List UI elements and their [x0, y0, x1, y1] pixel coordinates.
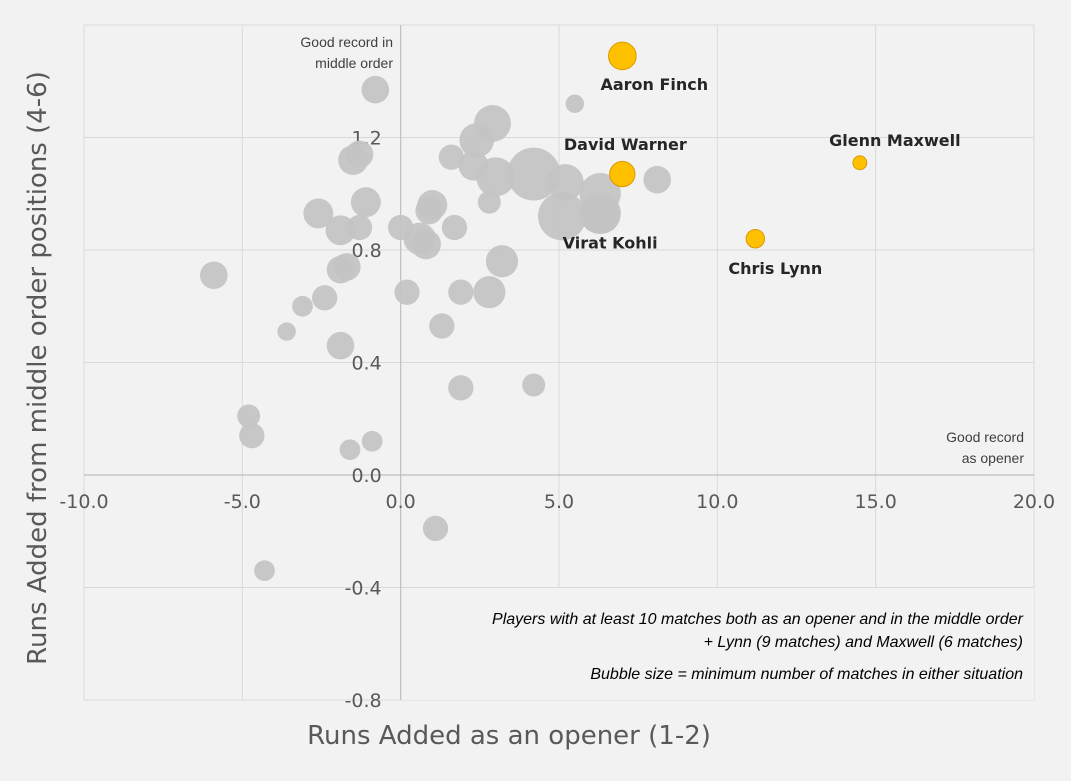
y-tick-label: 0.8 [351, 240, 381, 262]
x-tick-label: 20.0 [1013, 491, 1055, 513]
data-point [411, 229, 441, 260]
highlight-point [852, 155, 868, 171]
data-point [546, 164, 584, 201]
data-point [565, 94, 585, 113]
data-point [200, 261, 228, 290]
highlight-point [579, 192, 621, 235]
data-point [277, 322, 296, 341]
corner-note-bottom-right-line2: as opener [962, 450, 1025, 466]
data-point [448, 375, 474, 401]
data-point [643, 165, 671, 194]
data-point [338, 145, 369, 175]
note-line-3: Bubble size = minimum number of matches … [590, 666, 1023, 683]
data-point [254, 560, 275, 581]
note-line-1: Players with at least 10 matches both as… [492, 611, 1024, 628]
data-point [522, 373, 546, 397]
data-point [415, 196, 443, 225]
x-tick-label: 5.0 [544, 491, 574, 513]
data-point [361, 75, 390, 104]
data-point [325, 215, 356, 246]
tick-labels: -10.0 -5.0 0.0 5.0 10.0 15.0 20.0 -0.8 -0.4 0.0 0.… [59, 128, 1055, 713]
data-point [459, 123, 494, 158]
highlighted-points [579, 41, 868, 249]
data-point [292, 295, 313, 317]
data-point [507, 147, 561, 201]
highlight-label: Virat Kohli [563, 233, 658, 252]
highlight-label: Chris Lynn [728, 259, 822, 278]
highlight-labels: Aaron Finch David Warner Glenn Maxwell Chri… [563, 75, 961, 278]
x-axis-title: Runs Added as an opener (1-2) [307, 721, 711, 751]
data-point [438, 144, 464, 170]
data-points [200, 75, 671, 581]
corner-note-top-left: Good record in middle order [300, 34, 393, 71]
data-point [448, 279, 474, 305]
data-point [477, 190, 501, 214]
data-point [422, 515, 449, 542]
y-tick-label: 0.0 [351, 465, 381, 487]
data-point [538, 192, 587, 241]
highlight-label: Glenn Maxwell [829, 131, 960, 150]
data-point [237, 404, 261, 428]
y-tick-label: 0.4 [351, 353, 381, 375]
data-point [441, 214, 468, 241]
corner-note-top-left-line1: Good record in [300, 34, 393, 50]
highlight-point [745, 229, 766, 249]
data-point [485, 245, 519, 278]
data-point [303, 198, 334, 229]
x-tick-label: -5.0 [224, 491, 261, 513]
x-tick-label: -10.0 [59, 491, 108, 513]
notes-box-background [402, 588, 1034, 700]
y-tick-label: -0.4 [345, 578, 382, 600]
data-point [326, 255, 355, 284]
corner-note-bottom-right: Good record as opener [946, 429, 1024, 466]
notes-box: Players with at least 10 matches both as… [402, 588, 1034, 700]
data-point [361, 430, 383, 452]
y-axis-title: Runs Added from middle order positions (… [23, 71, 53, 665]
data-point [394, 279, 420, 305]
data-point [429, 313, 455, 339]
data-point [350, 187, 381, 218]
x-tick-label: 10.0 [696, 491, 738, 513]
highlight-point [609, 160, 636, 188]
y-tick-label: -0.8 [345, 690, 382, 712]
data-point [339, 439, 361, 461]
data-point [476, 157, 516, 197]
corner-note-top-left-line2: middle order [315, 55, 393, 71]
highlight-point [608, 41, 637, 71]
data-point [326, 331, 355, 360]
note-line-2: + Lynn (9 matches) and Maxwell (6 matche… [704, 634, 1023, 651]
corner-note-bottom-right-line1: Good record [946, 429, 1024, 445]
data-point [473, 276, 506, 309]
x-tick-label: 0.0 [386, 491, 416, 513]
data-point [239, 422, 265, 449]
highlight-label: Aaron Finch [600, 75, 708, 94]
highlight-label: David Warner [564, 135, 687, 154]
axes [84, 25, 1034, 700]
data-point [312, 285, 338, 311]
x-tick-label: 15.0 [855, 491, 897, 513]
